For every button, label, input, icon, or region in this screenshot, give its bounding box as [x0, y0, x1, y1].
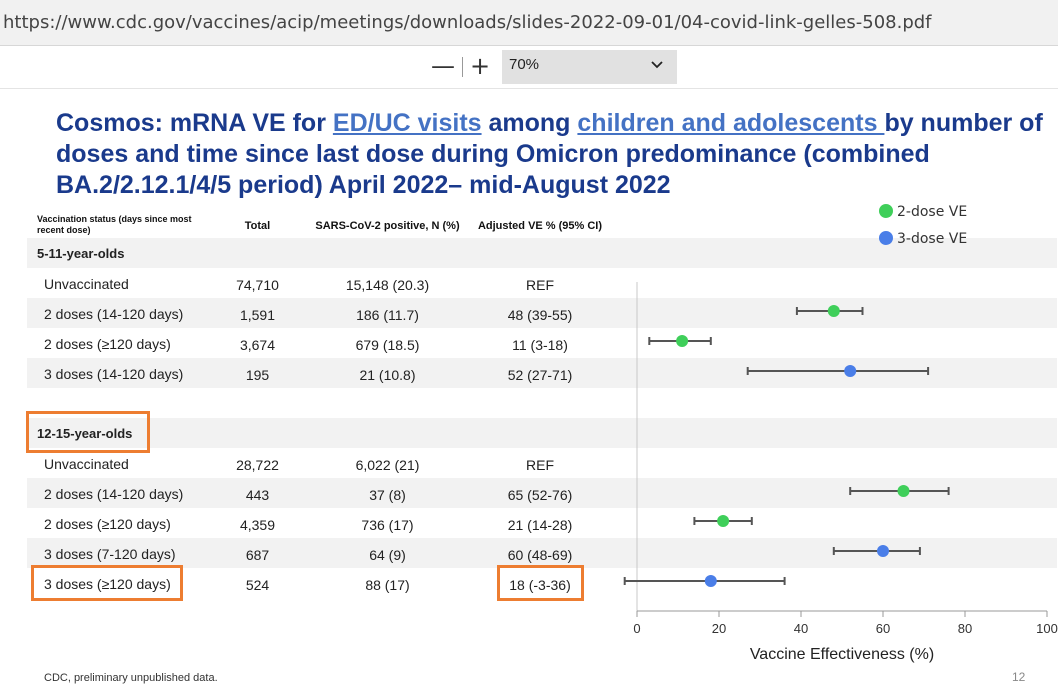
- row-total: 1,591: [239, 307, 276, 323]
- x-axis-label: Vaccine Effectiveness (%): [750, 646, 934, 663]
- row-ve: 65 (52-76): [507, 487, 573, 503]
- row-positive: 88 (17): [365, 577, 410, 593]
- row-total: 3,674: [239, 337, 276, 353]
- row-total: 4,359: [239, 517, 276, 533]
- row-positive: 21 (10.8): [359, 367, 416, 383]
- row-ve: 18 (-3-36): [509, 577, 571, 593]
- zoom-level-value: 70%: [509, 56, 540, 73]
- row-positive: 736 (17): [361, 517, 414, 533]
- ve-point: [717, 515, 730, 527]
- x-tick-label: 40: [794, 621, 808, 636]
- row-ve: 60 (48-69): [507, 547, 573, 563]
- row-positive: 6,022 (21): [355, 457, 420, 473]
- row-total: 687: [245, 547, 270, 563]
- pdf-page: Cosmos: mRNA VE for ED/UC visits among c…: [0, 90, 1058, 688]
- x-tick-label: 80: [958, 621, 972, 636]
- row-total: 524: [245, 577, 270, 593]
- x-tick-label: 60: [876, 621, 890, 636]
- row-positive: 15,148 (20.3): [345, 277, 430, 293]
- header-status: Vaccination status (days since most rece…: [37, 214, 192, 235]
- pdf-toolbar: — + 70%: [0, 47, 1058, 89]
- row-label: 3 doses (7-120 days): [44, 546, 176, 562]
- row-ve: REF: [526, 457, 554, 473]
- address-bar[interactable]: https://www.cdc.gov/vaccines/acip/meetin…: [0, 0, 1058, 46]
- group-label: 5-11-year-olds: [37, 246, 125, 261]
- ve-point: [877, 545, 889, 557]
- x-tick-label: 100: [1036, 621, 1058, 636]
- row-label: 3 doses (14-120 days): [44, 366, 184, 382]
- row-total: 195: [245, 367, 270, 383]
- row-label: 2 doses (14-120 days): [44, 486, 184, 502]
- title-text-pre: Cosmos: mRNA VE for: [56, 109, 333, 137]
- legend-label-2-dose: 2-dose VE: [897, 204, 967, 220]
- forest-plot: 0 20 40 60 80 100 Vaccine Effectiveness (%) 2…: [623, 204, 1058, 663]
- ve-point: [704, 575, 717, 587]
- ve-point: [676, 335, 689, 347]
- header-total: Total: [244, 220, 271, 232]
- ve-point: [897, 485, 910, 497]
- row-ve: 21 (14-28): [507, 517, 573, 533]
- header-ve: Adjusted VE % (95% CI): [477, 220, 603, 232]
- row-ve: REF: [526, 277, 554, 293]
- url-text[interactable]: https://www.cdc.gov/vaccines/acip/meetin…: [3, 12, 932, 33]
- title-link-ed-uc[interactable]: ED/UC visits: [332, 109, 482, 137]
- row-label: 2 doses (≥120 days): [44, 516, 171, 532]
- zoom-in-button[interactable]: +: [469, 52, 491, 80]
- legend-marker-2-dose: [879, 204, 893, 218]
- title-text-mid: among: [481, 109, 578, 137]
- chart-legend: 2-dose VE 3-dose VE: [879, 204, 967, 247]
- row-positive: 186 (11.7): [356, 307, 419, 323]
- group-band: [27, 418, 1057, 448]
- legend-label-3-dose: 3-dose VE: [897, 231, 967, 247]
- ve-point: [827, 305, 840, 317]
- row-total: 74,710: [236, 277, 279, 293]
- toolbar-divider: [462, 57, 463, 77]
- page-number: 12: [1012, 670, 1026, 684]
- footer-source: CDC, preliminary unpublished data.: [44, 672, 218, 684]
- highlight-box: [497, 565, 584, 601]
- legend-marker-3-dose: [879, 231, 893, 245]
- row-band: [27, 358, 1057, 388]
- row-ve: 48 (39-55): [507, 307, 573, 323]
- row-label: 3 doses (≥120 days): [44, 576, 171, 592]
- row-positive: 679 (18.5): [355, 337, 420, 353]
- slide-title: Cosmos: mRNA VE for ED/UC visits among c…: [56, 108, 1056, 201]
- row-label: Unvaccinated: [44, 276, 129, 292]
- highlight-box: [31, 565, 183, 601]
- row-ve: 11 (3-18): [512, 337, 568, 353]
- x-tick-label: 20: [712, 621, 726, 636]
- row-label: 2 doses (≥120 days): [44, 336, 171, 352]
- row-band: [27, 298, 1057, 328]
- chevron-down-icon: [651, 61, 663, 69]
- ve-point: [844, 365, 857, 377]
- group-label: 12-15-year-olds: [37, 426, 133, 441]
- row-band: [27, 478, 1057, 508]
- row-positive: 64 (9): [369, 547, 406, 563]
- title-link-children[interactable]: children and adolescents: [577, 109, 885, 137]
- row-ve: 52 (27-71): [507, 367, 573, 383]
- row-label: 2 doses (14-120 days): [44, 306, 184, 322]
- header-positive: SARS-CoV-2 positive, N (%): [315, 220, 460, 232]
- row-label: Unvaccinated: [44, 456, 129, 472]
- row-total: 443: [245, 487, 270, 503]
- row-positive: 37 (8): [369, 487, 406, 503]
- row-total: 28,722: [236, 457, 279, 473]
- zoom-out-button[interactable]: —: [431, 52, 455, 80]
- zoom-level-select[interactable]: 70%: [502, 50, 677, 84]
- x-tick-label: 0: [633, 621, 640, 636]
- highlight-box: [26, 411, 150, 453]
- title-text-post: by number of doses and time since last d…: [56, 109, 1043, 199]
